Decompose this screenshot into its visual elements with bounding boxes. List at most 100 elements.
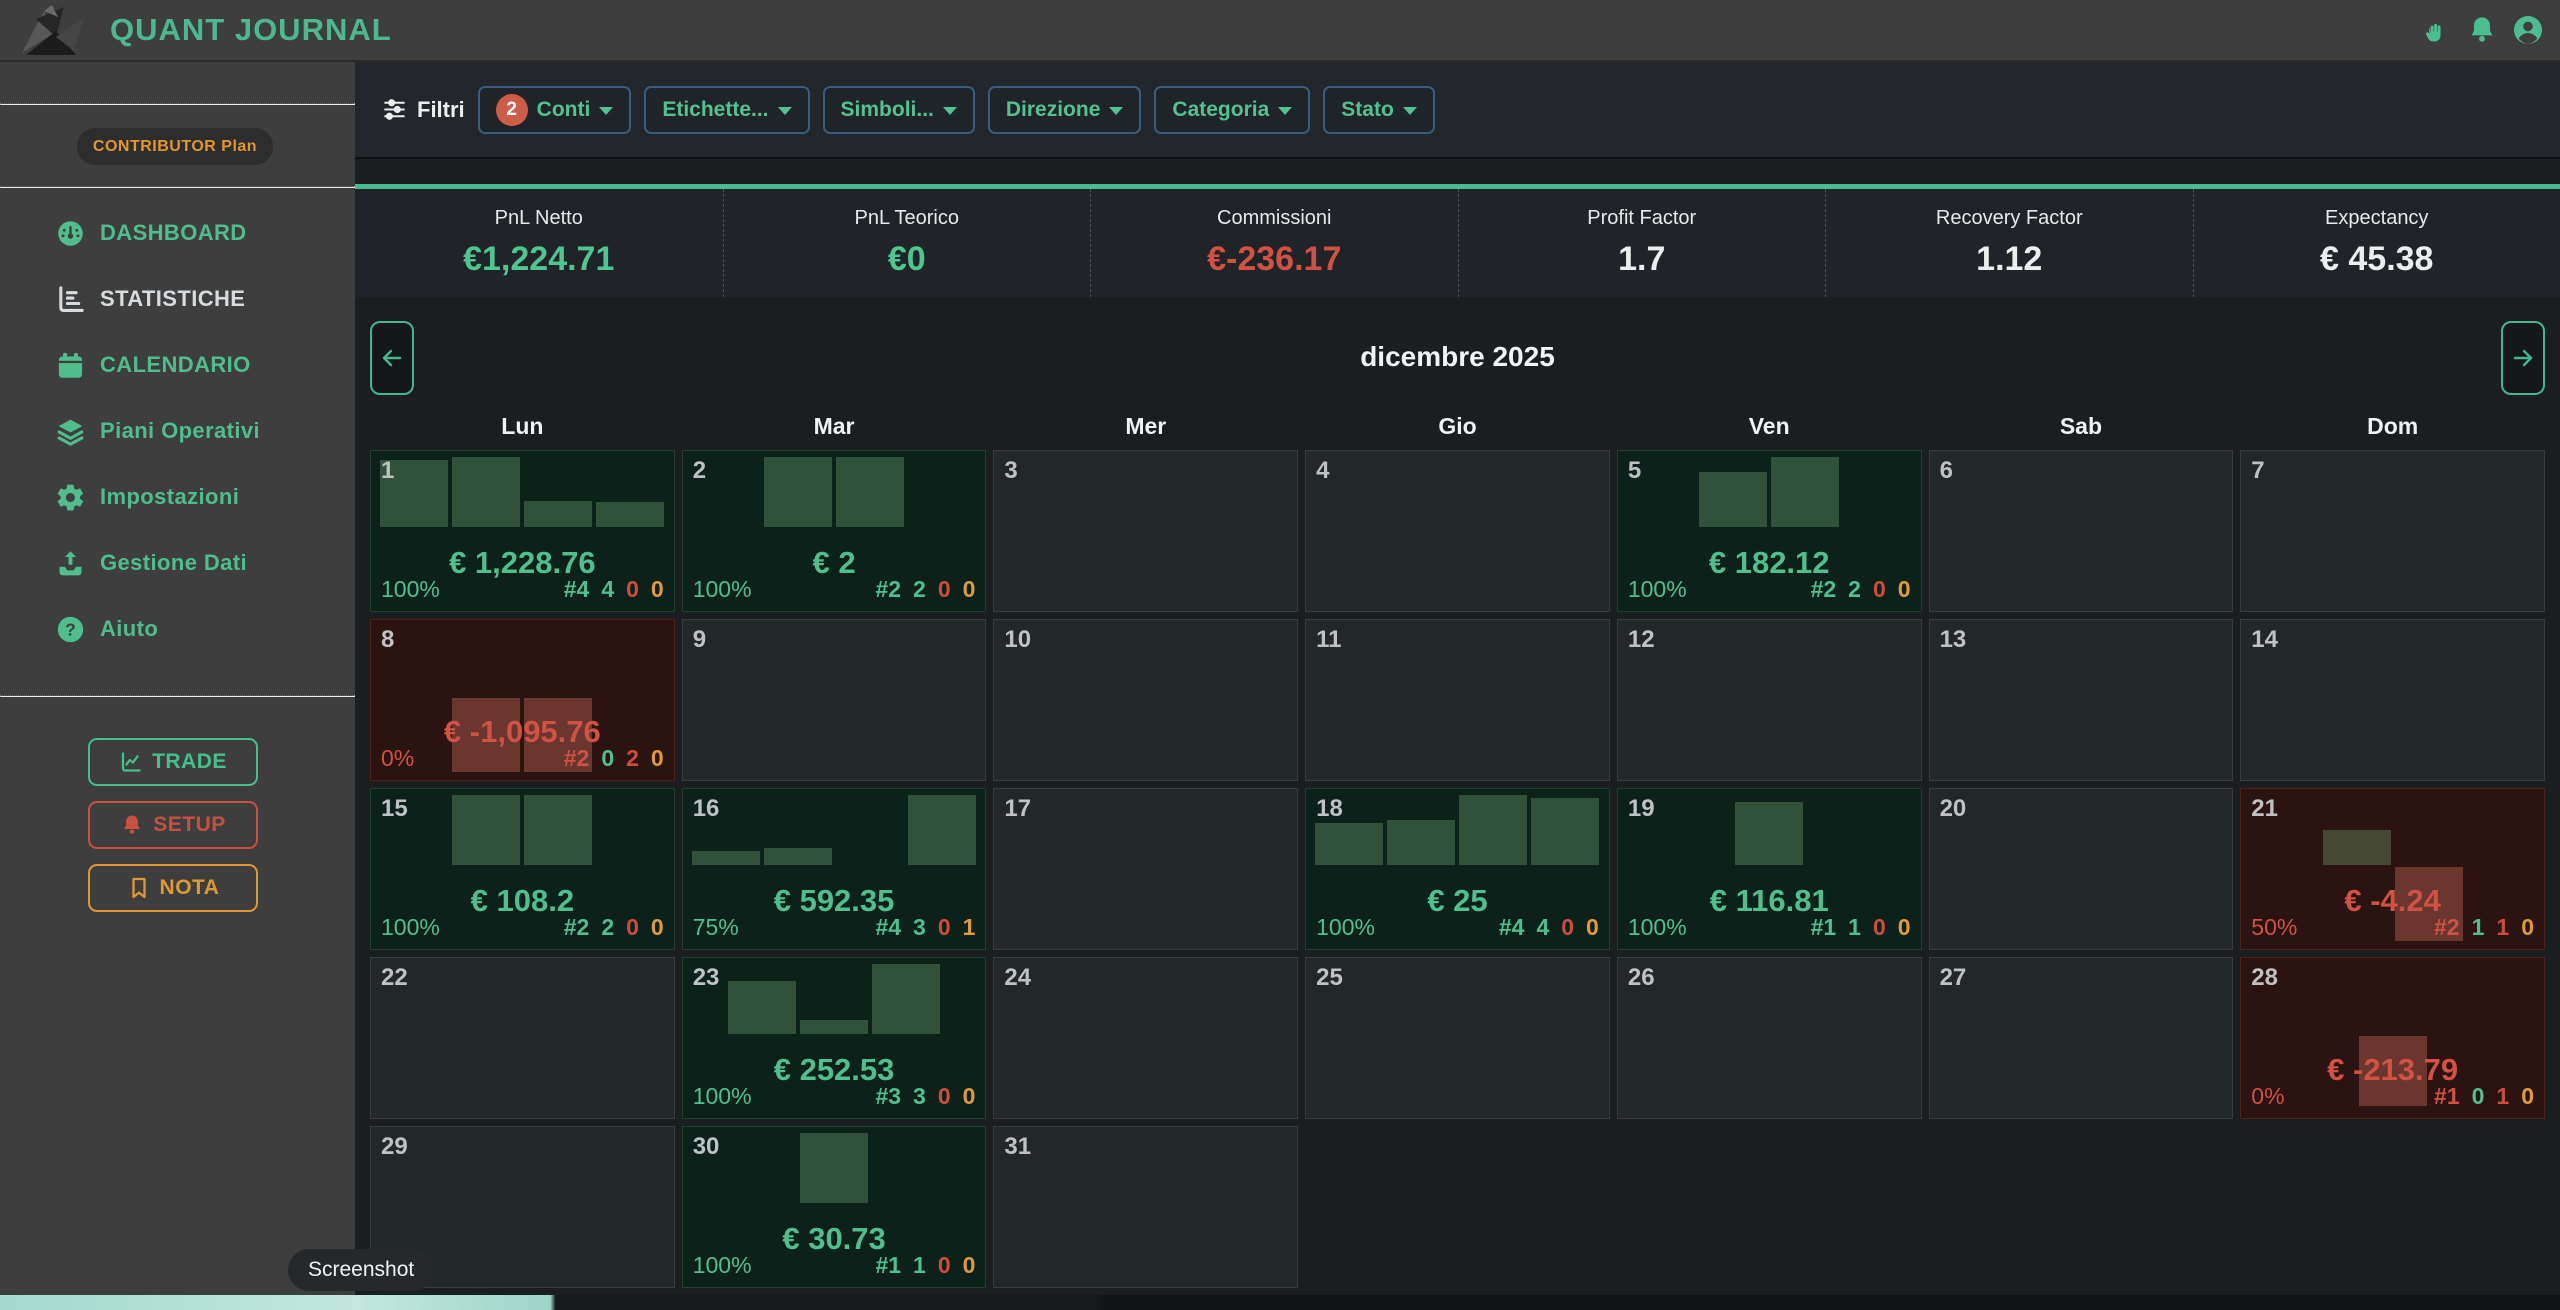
day-mini-bars (683, 958, 986, 1118)
day-cell-8[interactable]: 8 € -1,095.76 0% #2 0 2 0 (370, 619, 675, 781)
sidebar-item-gestione-dati[interactable]: Gestione Dati (0, 530, 355, 596)
day-winrate-percent: 100% (1316, 914, 1375, 940)
day-cell-23[interactable]: 23 € 252.53 100% #3 3 0 0 (681, 957, 987, 1119)
sidebar-item-calendario[interactable]: CALENDARIO (0, 332, 355, 398)
trade-bar (1735, 802, 1804, 865)
trade-bar-slot (2322, 789, 2391, 949)
trade-total-count: #2 (563, 914, 590, 940)
day-cell-31[interactable]: 31 (993, 1126, 1299, 1288)
day-cell-18[interactable]: 18 € 25 100% #4 4 0 0 (1305, 788, 1610, 950)
next-month-button[interactable] (2501, 321, 2545, 395)
filter-direzione-dropdown[interactable]: Direzione (987, 85, 1142, 134)
day-winrate-percent: 100% (692, 1083, 752, 1109)
filter-etichette-dropdown[interactable]: Etichette... (644, 85, 810, 134)
hand-gesture-icon[interactable] (2420, 14, 2452, 46)
sidebar-item-label: Aiuto (100, 616, 159, 641)
day-cell-4[interactable]: 4 (1305, 450, 1610, 612)
chevron-down-icon (1109, 106, 1124, 115)
sidebar-actions: TRADE SETUP NOTA (88, 738, 258, 912)
day-winrate-percent: 0% (2251, 1083, 2285, 1109)
screenshot-tooltip: Screenshot (288, 1249, 435, 1291)
trade-bar (836, 457, 905, 527)
open-count: 0 (650, 914, 664, 940)
day-number: 12 (1627, 626, 1655, 653)
open-count: 0 (1897, 914, 1911, 940)
day-cell-30[interactable]: 30 € 30.73 100% #1 1 0 0 (681, 1126, 987, 1288)
trade-bar (800, 1133, 869, 1203)
day-cell-22[interactable]: 22 (370, 957, 675, 1119)
day-trade-counts: #2 0 2 0 (564, 745, 664, 772)
open-count: 0 (650, 576, 664, 602)
stat-value: €1,224.71 (463, 240, 615, 278)
day-cell-27[interactable]: 27 (1928, 957, 2234, 1119)
day-cell-3[interactable]: 3 (993, 450, 1299, 612)
day-cell-19[interactable]: 19 € 116.81 100% #1 1 0 0 (1616, 788, 1922, 950)
day-winrate-percent: 100% (381, 914, 440, 940)
day-cell-6[interactable]: 6 (1928, 450, 2234, 612)
day-cell-25[interactable]: 25 (1305, 957, 1610, 1119)
sidebar-nav: DASHBOARD STATISTICHE CALENDARIO Piani Oper… (0, 200, 355, 662)
filter-simboli-dropdown[interactable]: Simboli... (822, 85, 975, 134)
trade-bar (2394, 867, 2463, 941)
day-cell-24[interactable]: 24 (993, 957, 1299, 1119)
sidebar-item-aiuto[interactable]: ? Aiuto (0, 596, 355, 662)
day-cell-9[interactable]: 9 (681, 619, 987, 781)
setup-button[interactable]: SETUP (88, 801, 258, 849)
day-trade-counts: #2 2 0 0 (1811, 576, 1911, 603)
trade-bar (380, 460, 449, 527)
trade-bar (452, 698, 521, 772)
sidebar-item-piani-operativi[interactable]: Piani Operativi (0, 398, 355, 464)
filter-simboli-label: Simboli... (840, 97, 934, 121)
sidebar-item-dashboard[interactable]: DASHBOARD (0, 200, 355, 266)
sidebar-item-impostazioni[interactable]: Impostazioni (0, 464, 355, 530)
user-avatar-icon[interactable] (2512, 14, 2544, 46)
sidebar-item-statistiche[interactable]: STATISTICHE (0, 266, 355, 332)
bell-icon[interactable] (2466, 14, 2498, 46)
day-mini-bars (371, 620, 674, 780)
bookmark-icon (127, 876, 151, 900)
day-cell-1[interactable]: 1 € 1,228.76 100% #4 4 0 0 (370, 450, 675, 612)
day-cell-15[interactable]: 15 € 108.2 100% #2 2 0 0 (370, 788, 675, 950)
day-cell-13[interactable]: 13 (1928, 619, 2234, 781)
prev-month-button[interactable] (370, 321, 414, 395)
day-cell-11[interactable]: 11 (1305, 619, 1610, 781)
filter-conti-dropdown[interactable]: 2 Conti (477, 85, 632, 134)
trade-bar-slot (692, 789, 761, 949)
trade-bar-slot (1531, 789, 1600, 949)
day-cell-10[interactable]: 10 (993, 619, 1299, 781)
day-cell-14[interactable]: 14 (2240, 619, 2545, 781)
trade-bar-slot (1315, 789, 1384, 949)
day-cell-12[interactable]: 12 (1616, 619, 1922, 781)
day-mini-bars (371, 789, 674, 949)
filter-stato-dropdown[interactable]: Stato (1323, 85, 1435, 134)
day-cell-20[interactable]: 20 (1928, 788, 2234, 950)
weekday-label: Ven (1748, 413, 1790, 439)
day-number: 13 (1939, 626, 1967, 653)
weekday-label: Dom (2367, 413, 2419, 439)
trade-bar-slot (836, 451, 905, 611)
filter-etichette-label: Etichette... (662, 97, 769, 121)
nota-button[interactable]: NOTA (88, 864, 258, 912)
day-cell-17[interactable]: 17 (993, 788, 1299, 950)
filter-categoria-dropdown[interactable]: Categoria (1154, 85, 1311, 134)
day-number: 19 (1627, 795, 1655, 822)
trade-button[interactable]: TRADE (88, 738, 258, 786)
trade-total-count: #4 (875, 914, 902, 940)
nota-button-label: NOTA (159, 876, 220, 899)
day-number: 3 (1004, 457, 1018, 484)
day-cell-5[interactable]: 5 € 182.12 100% #2 2 0 0 (1616, 450, 1922, 612)
day-winrate-percent: 100% (381, 576, 440, 602)
trade-bar (908, 795, 977, 865)
day-cell-16[interactable]: 16 € 592.35 75% #4 3 0 1 (681, 788, 987, 950)
day-cell-21[interactable]: 21 € -4.24 50% #2 1 1 0 (2240, 788, 2545, 950)
day-cell-26[interactable]: 26 (1616, 957, 1922, 1119)
day-cell-7[interactable]: 7 (2240, 450, 2545, 612)
day-cell-28[interactable]: 28 € -213.79 0% #1 0 1 0 (2240, 957, 2545, 1119)
top-bar: QUANT JOURNAL (0, 0, 2560, 62)
stat-value: € 45.38 (2320, 240, 2434, 278)
win-count: 2 (1848, 576, 1861, 602)
weekday-label: Mer (1125, 413, 1167, 439)
trade-bar (2358, 1036, 2427, 1106)
day-cell-2[interactable]: 2 € 2 100% #2 2 0 0 (681, 450, 987, 612)
day-winrate-percent: 50% (2251, 914, 2298, 940)
